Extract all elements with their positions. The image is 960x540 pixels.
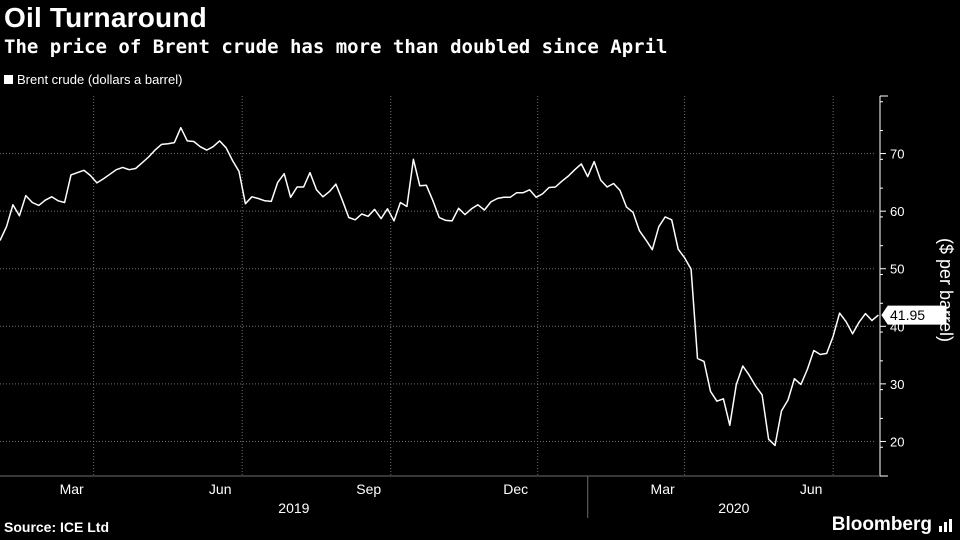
legend: Brent crude (dollars a barrel) xyxy=(4,72,182,87)
y-tick-label: 20 xyxy=(890,434,904,449)
y-tick-label: 50 xyxy=(890,262,904,277)
y-tick-label: 30 xyxy=(890,377,904,392)
x-tick-label: Jun xyxy=(209,481,232,497)
legend-label: Brent crude (dollars a barrel) xyxy=(17,72,183,87)
last-value-label: 41.95 xyxy=(890,307,925,323)
brand: Bloomberg xyxy=(832,514,954,536)
last-value-marker xyxy=(881,305,947,325)
legend-swatch xyxy=(4,75,13,84)
x-year-label: 2020 xyxy=(718,500,749,516)
x-tick-label: Sep xyxy=(356,481,381,497)
grid-layer xyxy=(0,96,874,476)
brent-crude-line xyxy=(0,126,879,447)
brand-label: Bloomberg xyxy=(831,514,932,535)
series-layer xyxy=(0,126,879,447)
axis-layer xyxy=(0,95,888,518)
x-tick-label: Jun xyxy=(800,481,823,497)
y-tick-label: 70 xyxy=(890,147,904,162)
x-year-label: 2019 xyxy=(278,500,309,516)
chart-subtitle: The price of Brent crude has more than d… xyxy=(4,36,668,58)
chart-title: Oil Turnaround xyxy=(4,2,207,33)
y-tick-label: 60 xyxy=(890,204,904,219)
bar-chart-icon xyxy=(939,519,952,532)
x-tick-label: Dec xyxy=(503,481,528,497)
y-axis-title: ($ per barrel) xyxy=(936,238,956,342)
x-tick-label: Mar xyxy=(651,481,675,497)
x-tick-label: Mar xyxy=(60,481,84,497)
source-note: Source: ICE Ltd xyxy=(4,519,110,535)
